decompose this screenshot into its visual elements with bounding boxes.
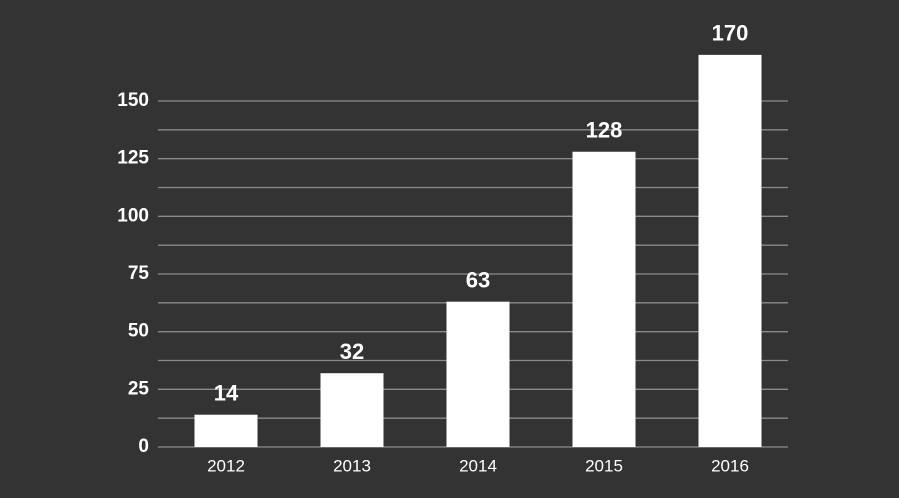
x-tick-label: 2013 [333,456,371,475]
y-tick-label: 150 [117,90,149,111]
x-tick-label: 2012 [207,456,245,475]
x-tick-label: 2016 [711,456,749,475]
y-tick-label: 100 [117,205,149,226]
value-label: 128 [586,118,623,143]
value-label: 14 [214,381,239,406]
bar [446,301,510,447]
y-tick-label: 125 [117,148,149,169]
y-tick-label: 50 [128,321,149,342]
y-tick-label: 0 [138,436,149,457]
value-label: 170 [712,21,749,46]
value-label: 32 [340,339,364,364]
x-tick-label: 2015 [585,456,623,475]
bar [194,414,258,447]
y-tick-label: 25 [128,378,150,399]
value-label: 63 [466,267,490,292]
bar [320,373,384,447]
y-tick-label: 75 [128,263,150,284]
bar [572,151,636,447]
bar [698,54,762,447]
x-tick-label: 2014 [459,456,497,475]
